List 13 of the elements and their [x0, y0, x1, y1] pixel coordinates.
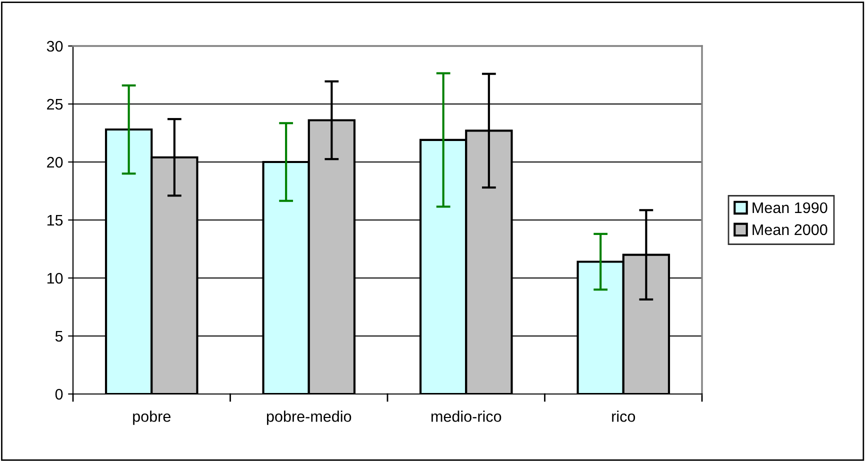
y-tick-label: 30: [46, 40, 63, 52]
x-tick-label: rico: [612, 410, 636, 422]
y-tick-label: 10: [47, 272, 63, 284]
x-tick-label: medio-rico: [431, 410, 502, 422]
y-tick-label: 5: [55, 331, 63, 342]
y-tick-label: 0: [55, 388, 63, 400]
y-tick-label: 15: [47, 215, 63, 226]
x-tick-label: pobre: [133, 410, 170, 425]
x-tick-label: pobre-medio: [266, 410, 352, 425]
legend-label: Mean 2000: [752, 224, 828, 236]
y-tick-label: 25: [47, 98, 63, 110]
y-tick-label: 20: [47, 156, 63, 168]
legend-label: Mean 1990: [752, 202, 828, 214]
